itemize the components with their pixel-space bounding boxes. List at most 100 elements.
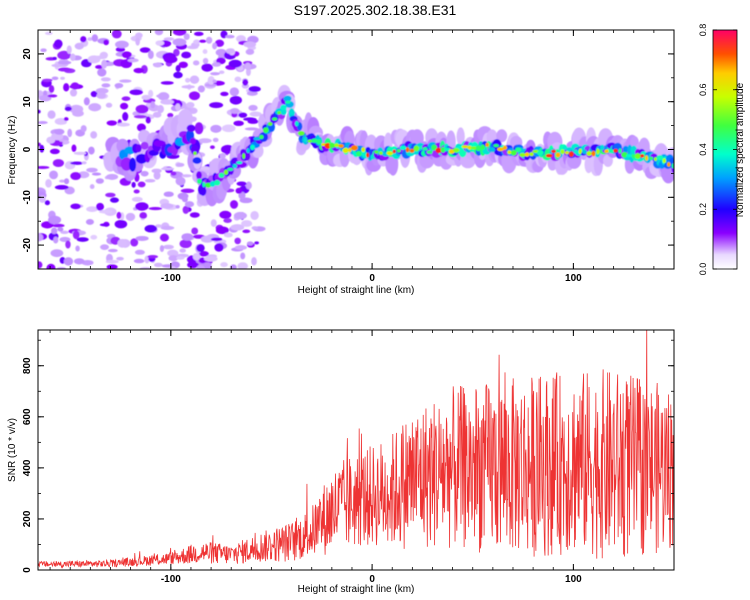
spectrogram-noise bbox=[49, 170, 59, 180]
spectrogram-noise bbox=[159, 245, 165, 253]
spectrogram-noise bbox=[63, 257, 74, 266]
spectrogram-noise bbox=[188, 91, 200, 101]
spectrogram-blob bbox=[244, 151, 251, 161]
spectrogram-noise bbox=[147, 255, 159, 259]
spectrogram-core bbox=[618, 148, 622, 154]
spectrogram-core bbox=[578, 148, 582, 155]
spectrogram-core bbox=[324, 142, 332, 149]
spectrogram-noise bbox=[204, 83, 217, 87]
spectrogram-core bbox=[419, 145, 423, 149]
spectrogram-halo bbox=[603, 154, 613, 167]
spectrogram-noise bbox=[85, 219, 94, 225]
spectrogram-ylabel: Frequency (Hz) bbox=[7, 116, 18, 185]
spectrogram-core bbox=[470, 146, 478, 150]
spectrogram-core bbox=[342, 147, 349, 154]
spectrogram-noise bbox=[160, 203, 174, 209]
spectrogram-core bbox=[653, 157, 657, 162]
spectrogram-noise bbox=[238, 112, 248, 118]
spectrogram-noise bbox=[120, 102, 129, 110]
spectrogram-core bbox=[262, 127, 269, 134]
spectrogram-blob bbox=[196, 171, 202, 180]
spectrogram-noise bbox=[191, 227, 199, 235]
spectrogram-core bbox=[334, 143, 339, 148]
spectrogram-core bbox=[294, 121, 299, 127]
spectrogram-noise bbox=[90, 90, 98, 98]
spectrogram-noise bbox=[141, 94, 151, 101]
spectrogram-noise bbox=[135, 202, 149, 211]
spectrogram-noise bbox=[38, 195, 46, 203]
colorbar-tick-label: 0.8 bbox=[698, 24, 708, 37]
spectrogram-noise bbox=[38, 165, 50, 170]
spectrogram-noise bbox=[153, 62, 163, 68]
spectrogram-noise bbox=[103, 39, 109, 46]
spectrogram-noise bbox=[89, 184, 95, 190]
spectrogram-core bbox=[564, 151, 569, 155]
spectrogram-noise bbox=[97, 68, 107, 77]
spectrogram-noise bbox=[116, 256, 124, 261]
spectrogram-noise bbox=[60, 230, 69, 235]
spectrogram-noise bbox=[48, 215, 62, 225]
spectrogram-noise bbox=[139, 47, 151, 53]
spectrogram-noise bbox=[81, 161, 87, 165]
spectrogram-noise bbox=[157, 105, 164, 114]
spectrogram-noise bbox=[148, 89, 154, 98]
spectrogram-noise bbox=[236, 181, 247, 187]
spectrogram-noise bbox=[49, 148, 60, 155]
spectrogram-noise bbox=[167, 112, 174, 118]
spectrogram-noise bbox=[139, 212, 148, 219]
spectrogram-noise bbox=[178, 61, 188, 69]
spectrogram-noise bbox=[162, 244, 174, 250]
spectrogram-noise bbox=[147, 50, 154, 60]
spectrogram-noise bbox=[215, 48, 227, 57]
spectrogram-noise bbox=[189, 212, 200, 218]
spectrogram-core bbox=[555, 152, 561, 158]
spectrogram-noise bbox=[135, 104, 149, 114]
spectrogram-noise bbox=[244, 127, 259, 131]
spectrogram-noise bbox=[160, 225, 175, 231]
spectrogram-noise bbox=[144, 224, 158, 233]
spectrogram-core bbox=[277, 110, 282, 115]
spectrogram-core bbox=[250, 144, 255, 151]
spectrogram-noise bbox=[196, 264, 205, 269]
spectrogram-xlabel: Height of straight line (km) bbox=[298, 285, 415, 296]
spectrogram-noise bbox=[248, 86, 261, 93]
spectrogram-noise bbox=[76, 237, 89, 242]
spectrogram-noise bbox=[236, 35, 246, 43]
spectrogram-noise bbox=[197, 85, 205, 93]
spectrogram-core bbox=[507, 150, 512, 155]
spectrogram-noise bbox=[167, 249, 179, 257]
spectrogram-core bbox=[379, 151, 383, 155]
colorbar-tick-label: 0.0 bbox=[698, 263, 708, 276]
spectrogram-core bbox=[440, 146, 446, 153]
spectrogram-noise bbox=[48, 85, 55, 93]
spectrogram-noise bbox=[73, 258, 85, 265]
spectrogram-blob bbox=[186, 124, 196, 132]
spectrogram-core bbox=[311, 138, 318, 143]
snr-axes: -100 0 100 0 200 400 600 800 bbox=[22, 330, 675, 585]
spectrogram-noise bbox=[200, 235, 214, 243]
spectrogram-ytick-label: 10 bbox=[22, 96, 33, 108]
spectrogram-noise bbox=[169, 266, 176, 269]
spectrogram-noise bbox=[63, 117, 69, 121]
spectrogram-noise bbox=[122, 112, 129, 121]
spectrogram-core bbox=[452, 148, 460, 153]
spectrogram-noise bbox=[214, 243, 224, 252]
spectrogram-noise bbox=[38, 142, 41, 147]
spectrogram-noise bbox=[202, 57, 209, 65]
spectrogram-noise bbox=[175, 64, 181, 72]
spectrogram-core bbox=[350, 145, 358, 151]
spectrogram-noise bbox=[220, 262, 228, 268]
spectrogram-noise bbox=[193, 31, 204, 36]
spectrogram-blob bbox=[189, 137, 197, 145]
spectrogram-core bbox=[348, 147, 352, 153]
spectrogram-noise bbox=[71, 144, 77, 152]
spectrogram-noise bbox=[39, 144, 45, 153]
spectrogram-noise bbox=[144, 178, 156, 183]
spectrogram-noise bbox=[51, 227, 58, 235]
snr-ytick-label: 0 bbox=[22, 567, 33, 573]
spectrogram-noise bbox=[86, 167, 98, 173]
spectrogram-core bbox=[366, 152, 370, 158]
spectrogram-core bbox=[568, 151, 574, 157]
spectrogram-core bbox=[645, 155, 649, 162]
spectrogram-noise bbox=[87, 55, 101, 64]
